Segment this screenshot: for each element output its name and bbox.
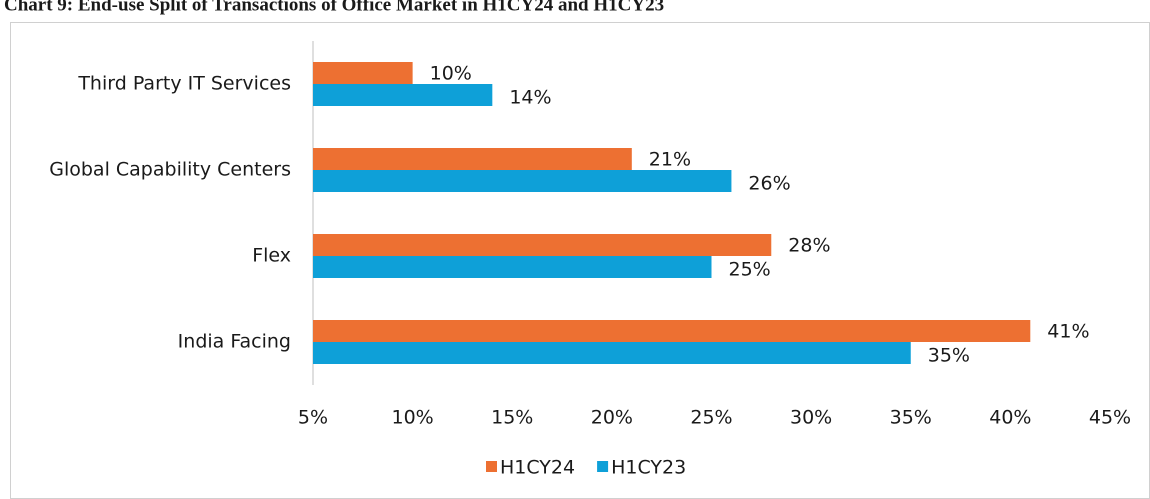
legend-swatch (486, 461, 497, 472)
value-label: 26% (748, 173, 790, 195)
bar (313, 256, 712, 278)
x-tick-label: 15% (491, 407, 533, 429)
y-tick-label: Global Capability Centers (49, 159, 291, 181)
legend-label: H1CY24 (500, 457, 575, 479)
bar (313, 62, 413, 84)
x-tick-label: 25% (690, 407, 732, 429)
bar (313, 148, 632, 170)
bar (313, 84, 493, 106)
legend-swatch (597, 461, 609, 472)
chart-title: Chart 9: End-use Split of Transactions o… (4, 0, 664, 15)
x-tick-label: 10% (392, 407, 434, 429)
bar (313, 234, 772, 256)
legend-label: H1CY23 (611, 457, 686, 479)
bar (313, 320, 1031, 342)
x-tick-label: 40% (989, 407, 1031, 429)
value-label: 10% (430, 63, 472, 85)
bar (313, 342, 911, 364)
value-label: 41% (1047, 321, 1089, 343)
y-tick-label: India Facing (178, 331, 291, 353)
value-label: 21% (649, 149, 691, 171)
y-tick-label: Third Party IT Services (77, 73, 291, 95)
x-tick-label: 35% (890, 407, 932, 429)
x-tick-label: 30% (790, 407, 832, 429)
value-label: 35% (928, 345, 970, 367)
x-tick-label: 45% (1089, 407, 1131, 429)
value-label: 14% (509, 87, 551, 109)
y-tick-label: Flex (252, 245, 291, 267)
bar (313, 170, 732, 192)
value-label: 28% (788, 235, 830, 257)
x-tick-label: 5% (298, 407, 328, 429)
value-label: 25% (729, 259, 771, 281)
x-tick-label: 20% (591, 407, 633, 429)
